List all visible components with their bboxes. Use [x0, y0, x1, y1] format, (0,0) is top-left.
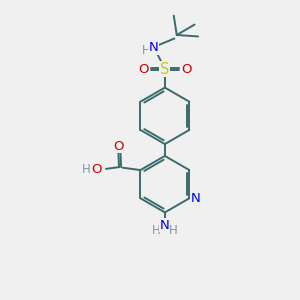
Text: N: N [191, 192, 201, 205]
Text: O: O [138, 63, 149, 76]
Text: H: H [142, 44, 151, 57]
Text: H: H [169, 224, 178, 237]
Text: O: O [91, 163, 102, 176]
Text: H: H [82, 163, 91, 176]
Text: S: S [160, 62, 170, 77]
Text: N: N [160, 219, 170, 232]
Text: O: O [181, 63, 191, 76]
Text: N: N [149, 41, 159, 54]
Text: O: O [113, 140, 124, 153]
Text: H: H [152, 224, 161, 237]
